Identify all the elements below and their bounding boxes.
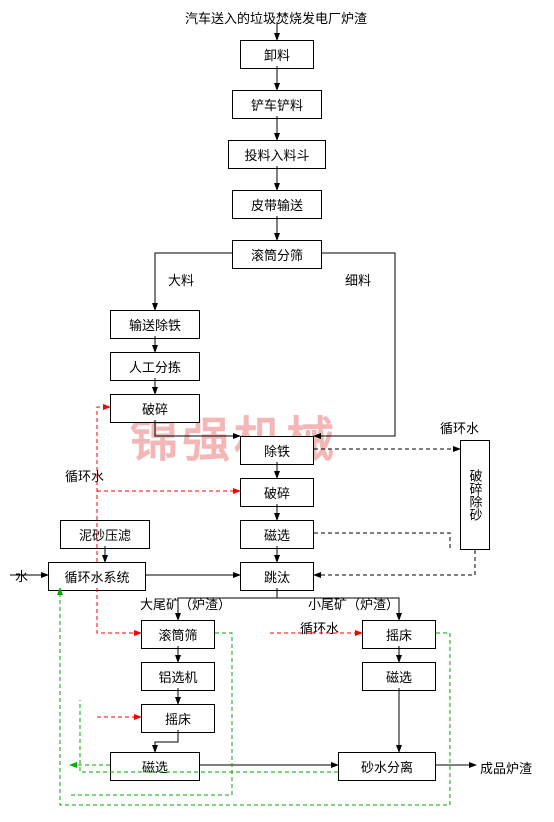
node-mudpress: 泥砂压滤 (60, 520, 150, 549)
node-deiron: 除铁 (240, 436, 314, 465)
node-jig: 跳汰 (240, 562, 314, 591)
node-loader: 铲车铲料 (232, 90, 322, 119)
node-crush1: 破碎 (110, 394, 200, 423)
label-shui: 水 (15, 566, 28, 585)
node-shaketable1: 摇床 (141, 704, 215, 733)
label-dawk: 大尾矿（炉渣） (140, 594, 231, 613)
node-crush2: 破碎 (240, 478, 314, 507)
label-xunhuanshui1: 循环水 (65, 466, 104, 485)
node-al-select: 铝选机 (141, 662, 215, 691)
node-manual-sort: 人工分拣 (110, 352, 200, 381)
node-drum-sieve2: 滚筒筛 (141, 620, 215, 649)
label-xunhuanshui2: 循环水 (440, 418, 479, 437)
label-xiliao: 细料 (345, 270, 371, 289)
node-sandwater-sep: 砂水分离 (338, 752, 436, 781)
label-chengpin: 成品炉渣 (480, 758, 532, 777)
node-conveyor-deiron: 输送除铁 (110, 310, 200, 339)
node-hopper: 投料入料斗 (228, 140, 326, 169)
node-recycle-water-sys: 循环水系统 (48, 562, 146, 591)
label-dalia: 大料 (168, 270, 194, 289)
node-drum-sieve: 滚筒分筛 (232, 240, 322, 269)
node-belt: 皮带输送 (232, 190, 322, 219)
node-crush-desand: 破碎除砂 (460, 440, 490, 550)
node-unload: 卸料 (240, 40, 314, 69)
label-xiaowk: 小尾矿（炉渣） (308, 594, 399, 613)
node-shaketable2: 摇床 (362, 620, 436, 649)
title: 汽车送入的垃圾焚烧发电厂炉渣 (185, 8, 367, 27)
node-magselect3: 磁选 (362, 662, 436, 691)
node-magselect1: 磁选 (240, 520, 314, 549)
label-xunhuanshui3: 循环水 (300, 618, 339, 637)
node-magselect2: 磁选 (110, 752, 200, 781)
